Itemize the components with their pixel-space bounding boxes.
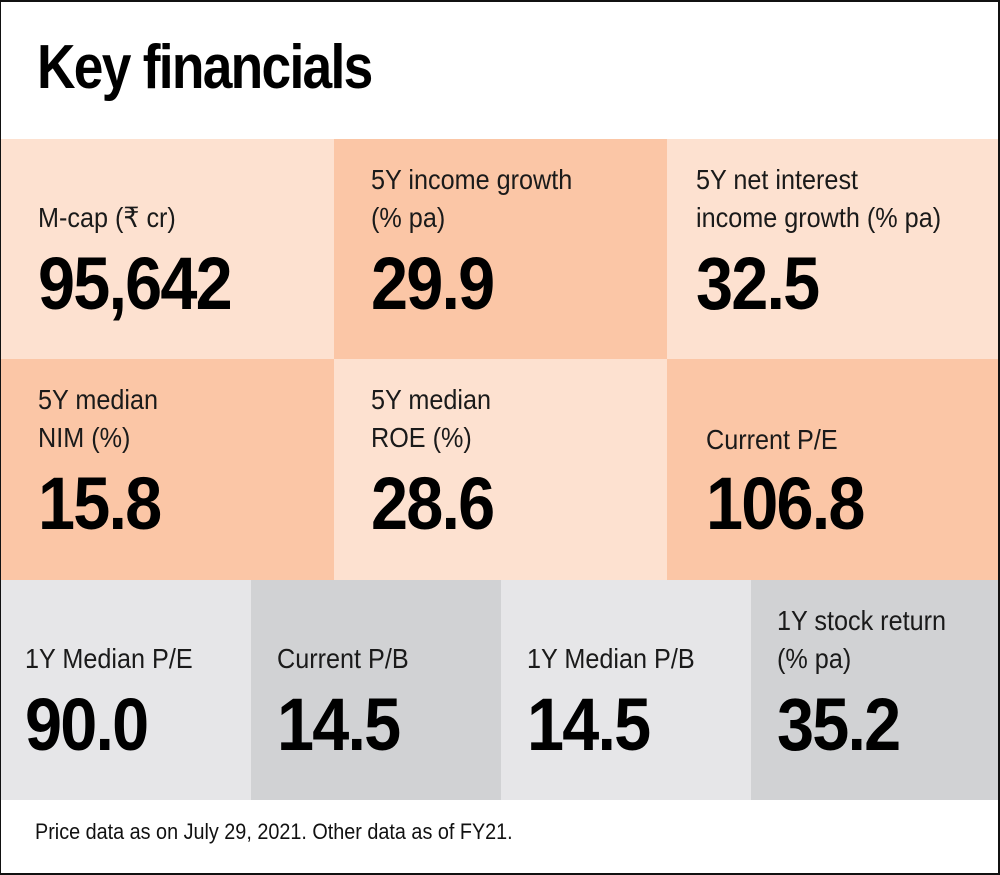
metric-1y-stock-return: 1Y stock return (% pa) 35.2 [751,580,998,800]
metric-1y-median-pe: 1Y Median P/E 90.0 [1,580,251,800]
metric-value: 15.8 [38,462,162,545]
metric-label: (% pa) [777,643,852,674]
metric-label: 5Y median [371,384,492,415]
metric-label: 1Y Median P/B [527,643,695,674]
metric-current-pe: Current P/E 106.8 [667,359,998,580]
metric-label: 5Y median [38,384,159,415]
metric-label: Current P/E [706,424,838,455]
metric-value: 90.0 [25,683,149,766]
metric-5y-median-roe: 5Y median ROE (%) 28.6 [334,359,667,580]
footnote: Price data as on July 29, 2021. Other da… [35,819,513,844]
metric-value: 14.5 [527,683,651,766]
metric-5y-nii-growth: 5Y net interest income growth (% pa) 32.… [667,139,998,359]
metric-value: 28.6 [371,462,495,545]
metric-label: Current P/B [277,643,409,674]
card-title: Key financials [37,33,373,102]
metric-value: 14.5 [277,683,401,766]
metric-label: 1Y stock return [777,605,947,636]
metric-value: 35.2 [777,683,901,766]
metric-value: 32.5 [696,242,820,325]
metric-label: NIM (%) [38,422,131,453]
metric-label: ROE (%) [371,422,472,453]
metric-1y-median-pb: 1Y Median P/B 14.5 [501,580,751,800]
metric-label: M-cap (₹ cr) [38,202,176,233]
metric-label: 5Y net interest [696,164,859,195]
metric-current-pb: Current P/B 14.5 [251,580,501,800]
metric-label: 5Y income growth [371,164,573,195]
metric-label: 1Y Median P/E [25,643,193,674]
metric-5y-median-nim: 5Y median NIM (%) 15.8 [1,359,334,580]
metric-value: 95,642 [38,242,233,325]
metric-mcap: M-cap (₹ cr) 95,642 [1,139,334,359]
metric-label: (% pa) [371,202,446,233]
metric-value: 29.9 [371,242,495,325]
metric-5y-income-growth: 5Y income growth (% pa) 29.9 [334,139,667,359]
metric-label: income growth (% pa) [696,202,942,233]
metric-value: 106.8 [706,462,865,545]
